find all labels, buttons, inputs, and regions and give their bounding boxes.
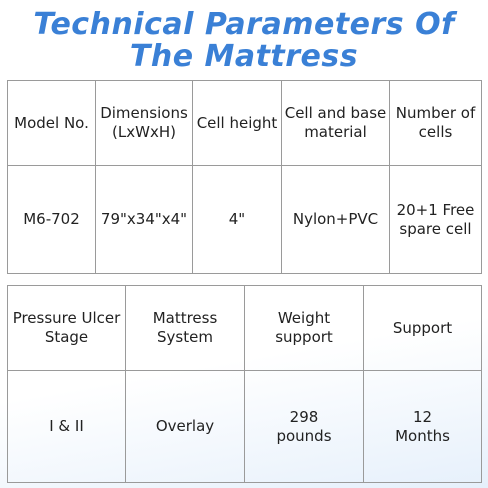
value-cell: Overlay <box>125 370 245 483</box>
header-row: Model No. Dimensions (LxWxH) Cell height Ce… <box>7 80 482 166</box>
data-row: M6-702 79"x34"x4" 4" Nylon+PVC 20+1 Free spa… <box>7 165 482 274</box>
value-cell: 4" <box>192 165 282 274</box>
value-cell: 298 pounds <box>244 370 364 483</box>
value-cell: M6-702 <box>7 165 96 274</box>
value-cell: I & II <box>7 370 126 483</box>
title-line: Technical Parameters Of <box>33 7 455 42</box>
header-cell: Model No. <box>7 80 96 166</box>
value-cell: Nylon+PVC <box>281 165 390 274</box>
header-cell: Weight support <box>244 285 364 371</box>
value-cell: 12 Months <box>363 370 482 483</box>
value-cell: 79"x34"x4" <box>95 165 193 274</box>
header-cell: Number of cells <box>389 80 482 166</box>
header-cell: Dimensions (LxWxH) <box>95 80 193 166</box>
header-row: Pressure Ulcer Stage Mattress System Weigh… <box>7 285 482 371</box>
header-cell: Cell and base material <box>281 80 390 166</box>
value-cell: 20+1 Free spare cell <box>389 165 482 274</box>
title-line: The Mattress <box>129 39 359 74</box>
spec-table: Model No. Dimensions (LxWxH) Cell height Ce… <box>7 80 482 274</box>
header-cell: Cell height <box>192 80 282 166</box>
data-row: I & II Overlay 298 pounds 12 Months <box>7 370 482 483</box>
spec-table: Pressure Ulcer Stage Mattress System Weigh… <box>7 285 482 483</box>
header-cell: Support <box>363 285 482 371</box>
header-cell: Mattress System <box>125 285 245 371</box>
header-cell: Pressure Ulcer Stage <box>7 285 126 371</box>
